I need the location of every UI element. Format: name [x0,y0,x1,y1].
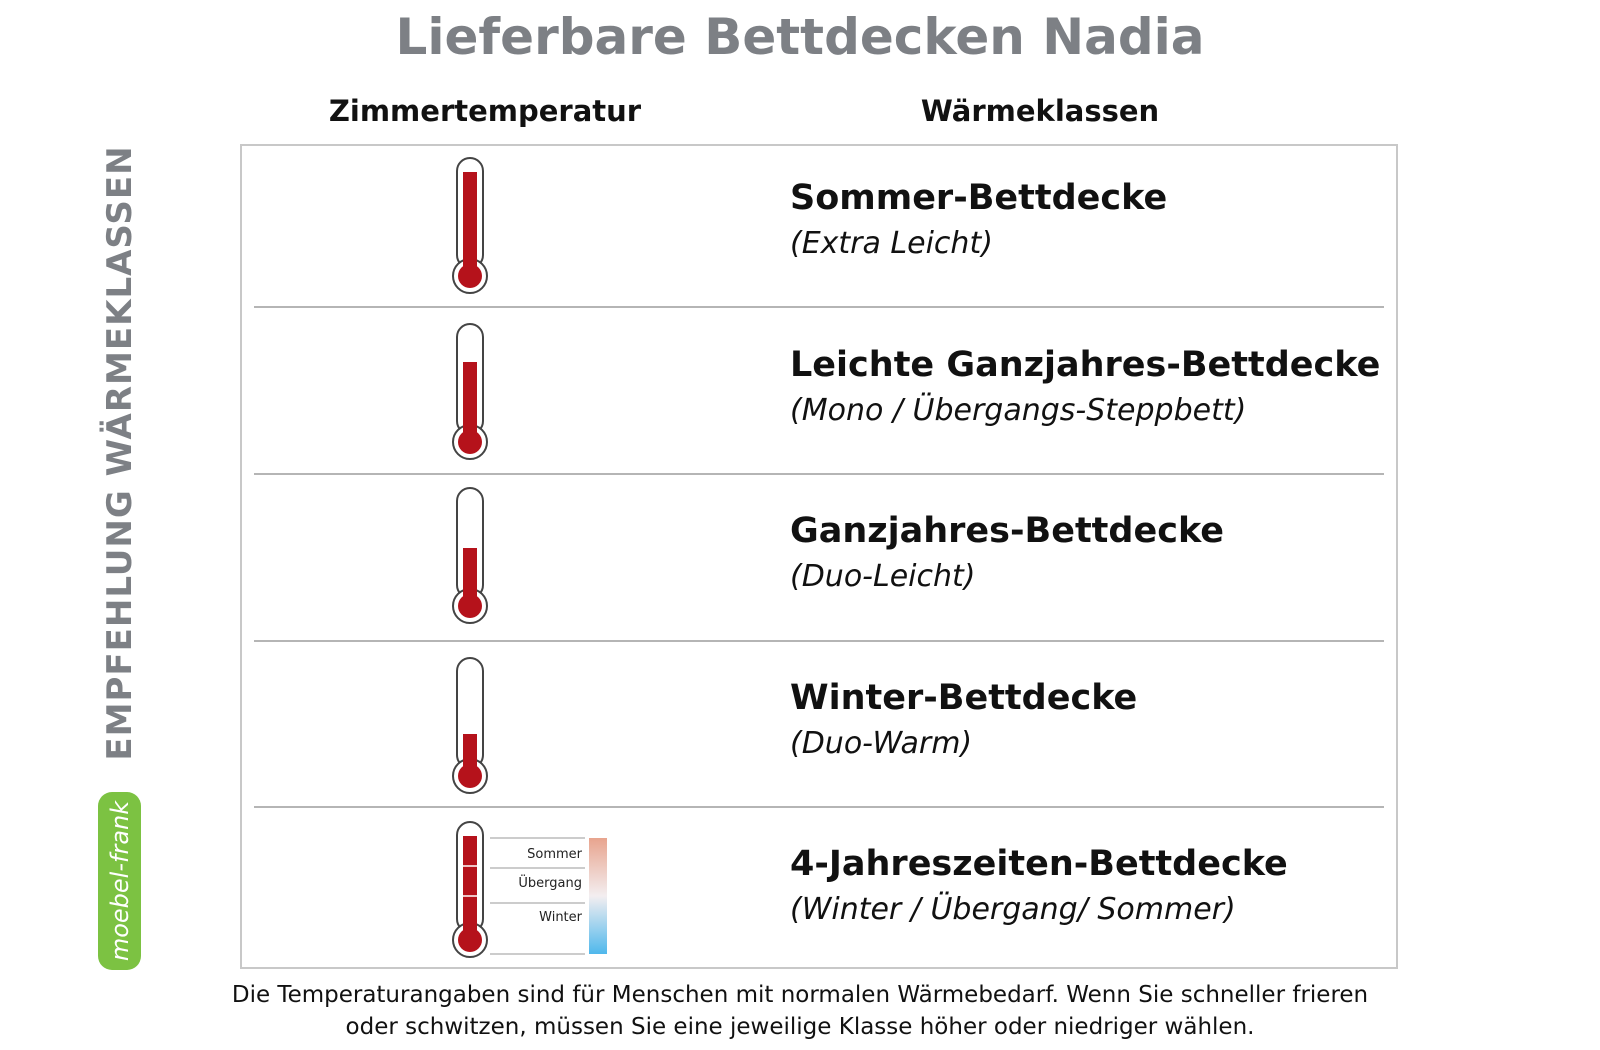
thermometer [452,657,488,794]
row-note: (Extra Leicht) [790,226,993,261]
logo-badge [98,792,141,970]
table-frame [240,144,1398,969]
row-separator [254,640,1384,642]
column-header: Wärmeklassen [920,94,1160,128]
row-name: Sommer-Bettdecke [790,178,1168,218]
legend-label: Sommer [527,847,582,862]
footnote: oder schwitzen, müssen Sie eine jeweilig… [345,1014,1255,1040]
row-name: Winter-Bettdecke [790,678,1138,718]
title: Lieferbare Bettdecken Nadia [395,8,1205,66]
thermometer [452,157,488,294]
row-separator [254,806,1384,808]
row-separator [254,473,1384,475]
column-header: Zimmertemperatur [328,94,642,128]
footnote: Die Temperaturangaben sind für Menschen … [231,982,1369,1008]
thermometer [452,323,488,460]
legend-label: Übergang [518,876,582,891]
thermometer [452,821,488,958]
legend-label: Winter [539,910,582,925]
row-name: Leichte Ganzjahres-Bettdecke [790,345,1381,385]
row-name: Ganzjahres-Bettdecke [790,511,1225,551]
season-scale [490,837,607,955]
row-separator [254,306,1384,308]
row-note: (Duo-Warm) [790,726,973,761]
row-note: (Mono / Übergangs-Steppbett) [790,393,1247,428]
row-name: 4-Jahreszeiten-Bettdecke [790,844,1288,884]
row-note: (Winter / Übergang/ Sommer) [790,892,1236,927]
thermometer [452,487,488,624]
row-note: (Duo-Leicht) [790,559,976,594]
